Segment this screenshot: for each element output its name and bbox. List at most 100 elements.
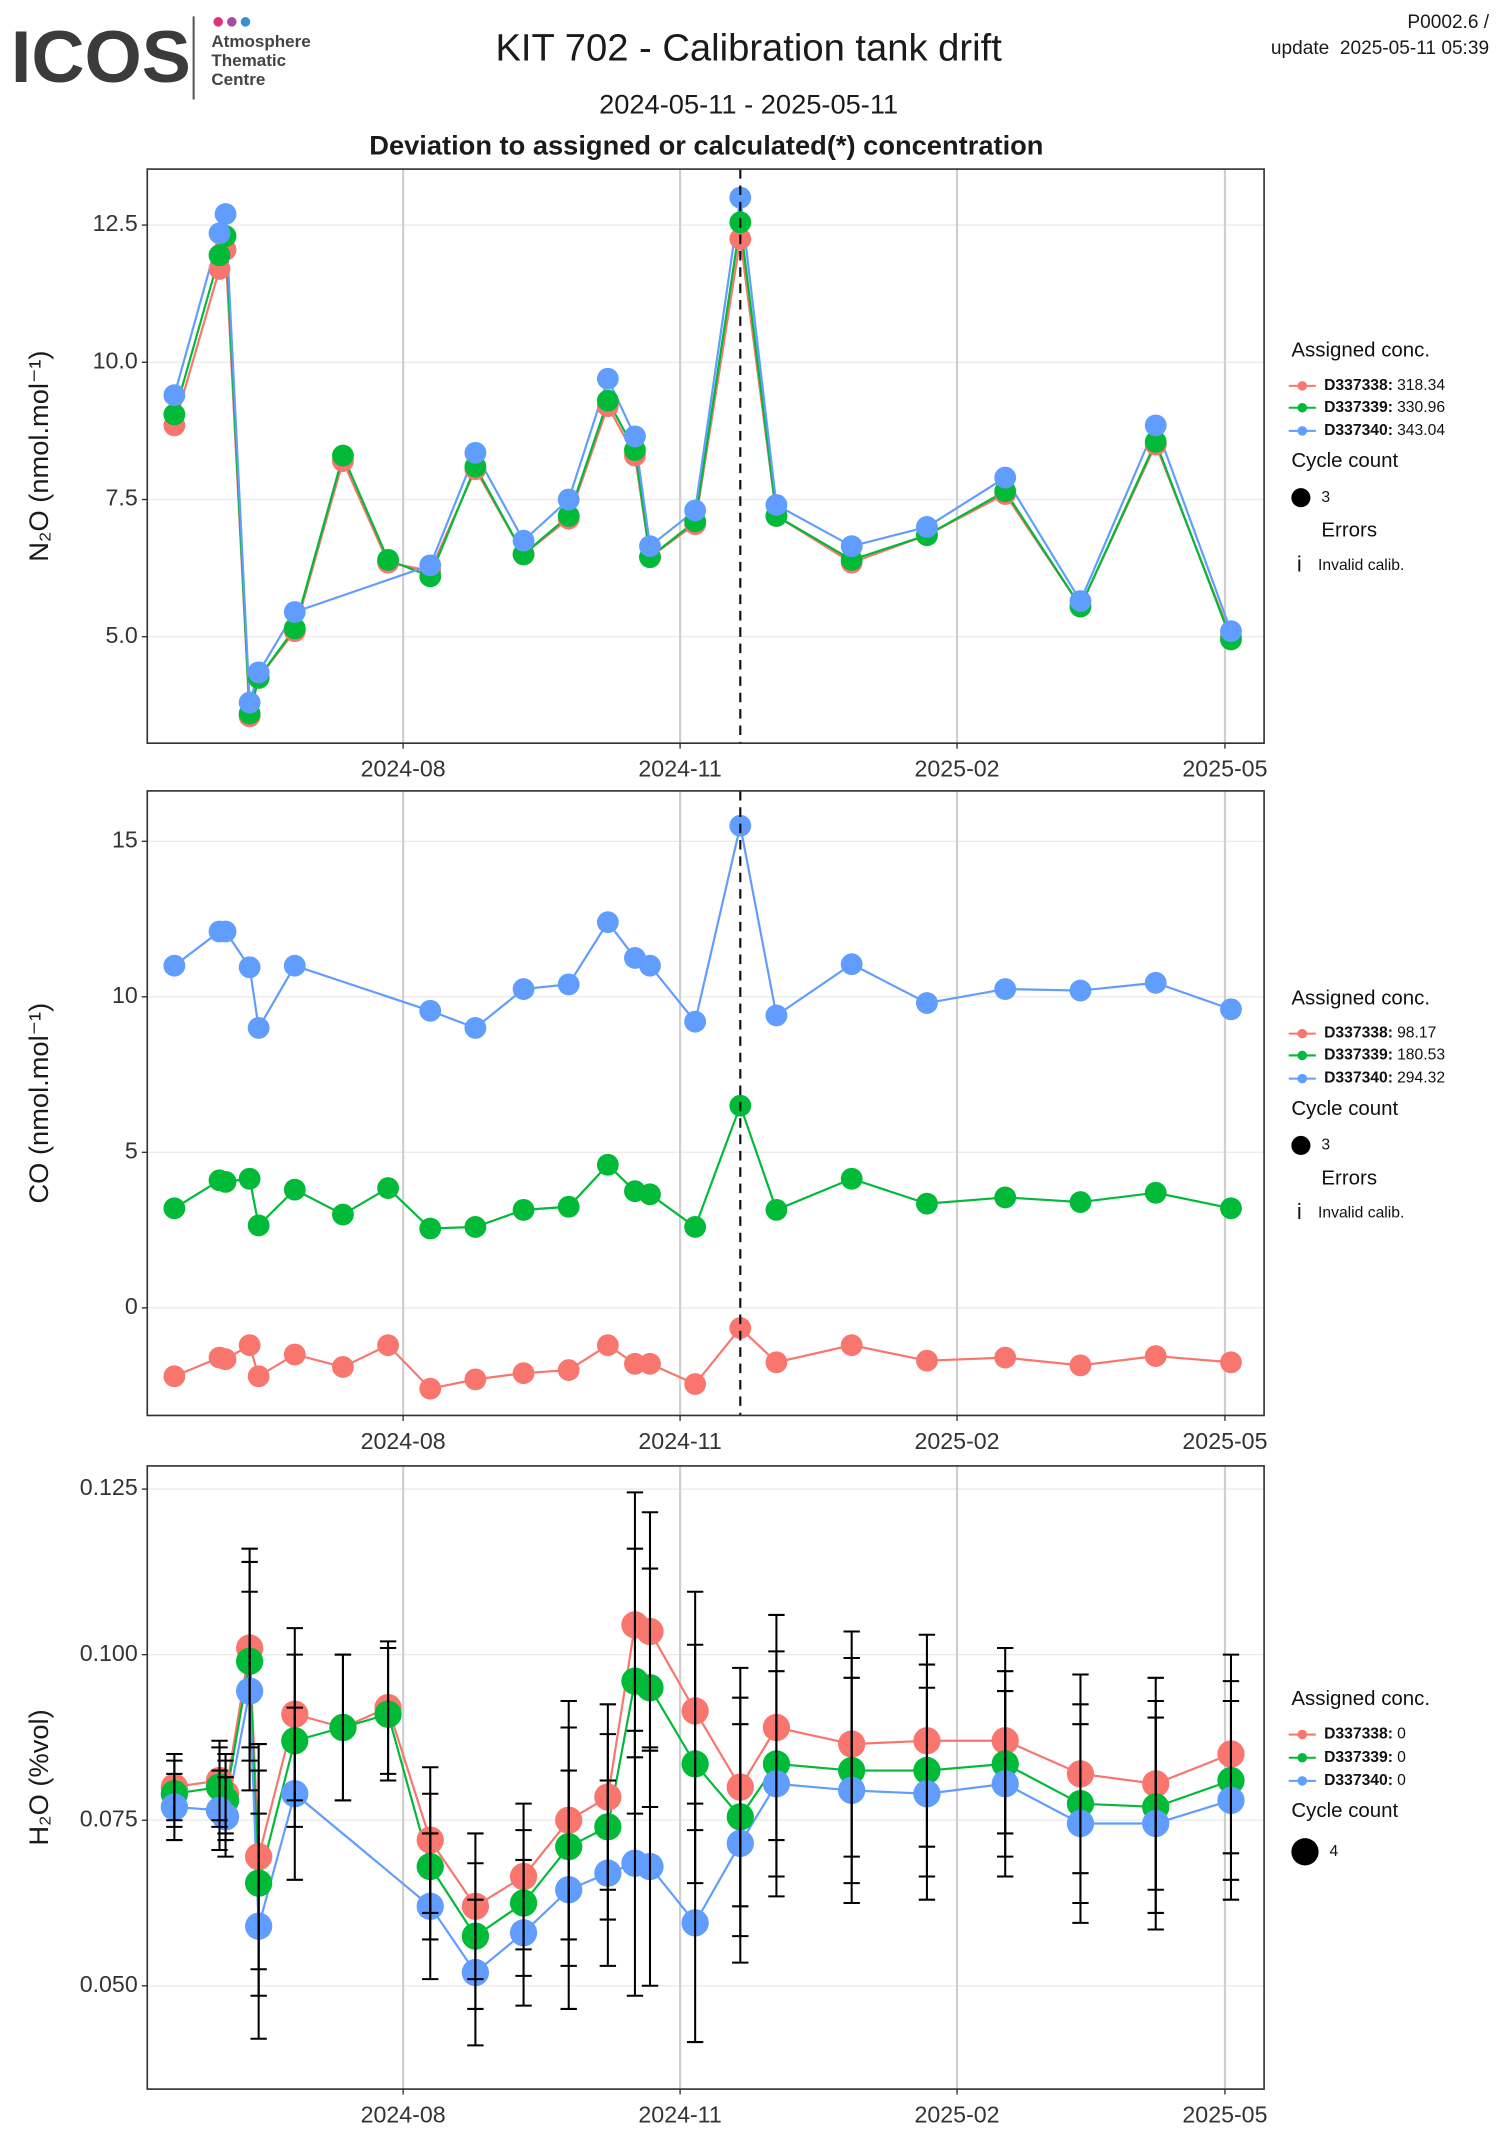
legend-title: Assigned conc.: [1291, 339, 1430, 362]
legend-title: Assigned conc.: [1291, 987, 1430, 1010]
plot-border: [146, 168, 1265, 744]
y-tick-label: 0.100: [80, 1640, 138, 1666]
data-point: [163, 954, 186, 977]
data-point: [557, 1359, 580, 1381]
data-point: [377, 548, 400, 571]
legend-dot: [1291, 1838, 1319, 1866]
error-bar: [217, 1776, 234, 1858]
y-tick-label: 0.075: [80, 1805, 138, 1831]
data-point: [377, 1334, 400, 1357]
error-bar: [422, 1832, 439, 1981]
legend-entry: D33733898.17: [1288, 1025, 1437, 1042]
legend-entry: D337340294.32: [1288, 1070, 1446, 1087]
legend-dot: [1291, 488, 1311, 508]
data-point: [639, 954, 661, 977]
data-point: [1220, 620, 1242, 643]
data-point: [1220, 1197, 1242, 1220]
data-point: [840, 1334, 863, 1357]
data-point: [557, 973, 580, 996]
data-point: [684, 1216, 707, 1238]
legend-entry: D337340343.04: [1288, 422, 1446, 440]
data-point: [684, 1373, 707, 1395]
y-axis-label: H₂O (%vol): [23, 1709, 54, 1845]
legend-title: Assigned conc.: [1291, 1687, 1431, 1711]
update: update 2025-05-11 05:39: [1271, 38, 1489, 59]
data-point: [419, 554, 442, 577]
data-point: [557, 488, 580, 511]
data-point: [512, 1198, 535, 1221]
legend-assigned: 318.34: [1397, 377, 1446, 395]
legend-key: [1288, 1729, 1316, 1740]
legend-title: Cycle count: [1291, 449, 1399, 473]
data-point: [1220, 1351, 1242, 1374]
legend-assigned: 98.17: [1397, 1025, 1437, 1042]
legend-entry: D337339180.53: [1288, 1047, 1446, 1064]
legend-name: D337338: [1324, 1726, 1393, 1742]
legend-title: Errors: [1321, 1166, 1378, 1190]
data-point: [419, 1377, 442, 1400]
legend-entry: D337339330.96: [1288, 400, 1445, 416]
data-point: [1069, 979, 1092, 1002]
data-point: [840, 953, 863, 976]
data-point: [163, 1365, 186, 1388]
x-tick-label: 2025-02: [915, 2101, 1000, 2127]
data-point: [1144, 971, 1167, 994]
error-bar: [467, 1898, 484, 2047]
data-point: [994, 1186, 1017, 1209]
legend-key-dot: [1297, 1073, 1308, 1084]
legend-entry: 3: [1291, 488, 1331, 508]
data-point: [238, 956, 261, 979]
error-bar: [334, 1653, 352, 1802]
legend-name: D337338: [1324, 1025, 1393, 1041]
legend-assigned: 180.53: [1397, 1047, 1446, 1064]
error-bar: [997, 1690, 1014, 1878]
legend-key-dot: [1297, 381, 1308, 391]
legend-title: Cycle count: [1291, 1097, 1398, 1120]
data-point: [247, 1017, 270, 1039]
legend-entry: D3373400: [1288, 1773, 1406, 1789]
error-bar: [843, 1676, 860, 1905]
error-bar: [286, 1706, 303, 1881]
legend-assigned: 294.32: [1397, 1070, 1446, 1087]
data-point: [283, 1343, 306, 1366]
data-point: [765, 1351, 788, 1374]
legend-title: Assigned conc.: [1291, 1687, 1430, 1710]
legend-assigned: 343.04: [1397, 422, 1446, 440]
legend-key-dot: [1297, 402, 1308, 413]
legend-title: Cycle count: [1291, 1799, 1398, 1822]
legend-key-dot: [1297, 1752, 1308, 1763]
data-point: [624, 1352, 646, 1375]
data-point: [238, 691, 261, 714]
series-line: [173, 825, 1232, 1032]
legend-title: Cycle count: [1291, 1097, 1399, 1121]
data-point: [1144, 414, 1167, 437]
legend-key-dot: [1297, 1028, 1308, 1039]
data-point: [247, 661, 270, 684]
y-axis-label: CO (nmol.mol⁻¹): [23, 1003, 54, 1204]
error-bar: [641, 1746, 659, 1987]
data-point: [729, 186, 752, 209]
error-bar: [768, 1670, 785, 1898]
legend-cycle: 3: [1321, 489, 1331, 506]
legend-key-dot: [1297, 426, 1308, 436]
data-point: [377, 1177, 400, 1200]
logo: ICOS: [11, 15, 191, 98]
data-point: [163, 403, 186, 426]
legend-title: Errors: [1321, 1167, 1377, 1190]
legend-name: D337339: [1324, 1047, 1393, 1063]
logo-text: Atmosphere: [211, 32, 310, 51]
data-point: [557, 505, 580, 527]
x-tick-label: 2025-05: [1182, 756, 1267, 782]
data-point: [916, 516, 938, 538]
x-tick-label: 2024-08: [361, 2101, 446, 2127]
data-point: [332, 1203, 354, 1226]
x-tick-label: 2025-05: [1182, 2101, 1267, 2127]
legend-cycle: 3: [1321, 1137, 1331, 1154]
heading: Deviation to assigned or calculated(*) c…: [369, 129, 1043, 160]
data-point: [840, 1167, 863, 1190]
data-point: [419, 1217, 442, 1240]
x-tick-label: 2024-08: [361, 1428, 446, 1454]
data-point: [1144, 430, 1167, 453]
